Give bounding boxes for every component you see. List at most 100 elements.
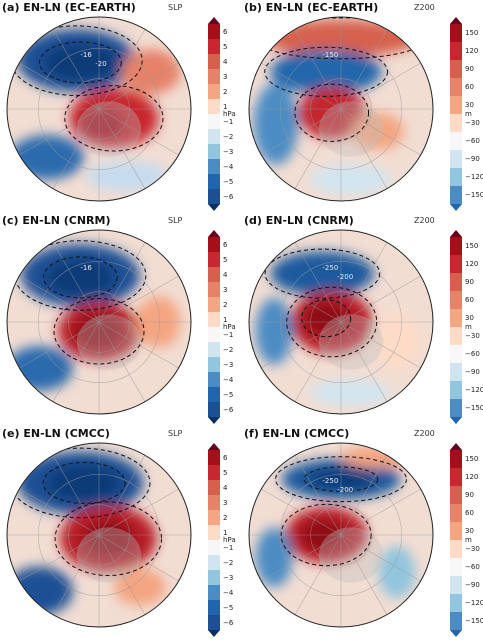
colorbar-segment <box>450 150 462 169</box>
colorbar-segment <box>450 450 462 469</box>
variable-label: SLP <box>168 3 183 12</box>
land-shading <box>76 314 142 370</box>
colorbar-segment <box>208 495 220 511</box>
colorbar-tick-label: −5 <box>223 177 234 186</box>
colorbar-tick-label: 1 <box>223 315 228 324</box>
panel-c: (c) EN-LN (CNRM) SLP -16 6 5 4 3 2 1 −1 −2 −3 −4 −5… <box>0 213 241 426</box>
colorbar-tick-label: −60 <box>465 350 480 358</box>
panel-e: (e) EN-LN (CMCC) SLP 6 5 4 3 2 1 −1 −2 −3 −4 −5 −6 h… <box>0 426 241 639</box>
colorbar-tick-label: 4 <box>223 270 228 279</box>
variable-label: Z200 <box>414 3 435 12</box>
colorbar <box>450 230 462 424</box>
colorbar-tick-label: −2 <box>223 132 234 141</box>
colorbar-tick-label: 3 <box>223 285 228 294</box>
colorbar-extend-bottom <box>450 204 462 211</box>
colorbar-tick-label: 6 <box>223 27 228 36</box>
colorbar-segment <box>450 504 462 523</box>
colorbar-tick-label: 2 <box>223 87 228 96</box>
colorbar-tick-label: −3 <box>223 573 234 582</box>
colorbar-tick-label: −90 <box>465 581 480 589</box>
colorbar-segment <box>208 480 220 496</box>
colorbar-segment <box>450 168 462 187</box>
colorbar-segment <box>208 282 220 298</box>
colorbar-tick-label: −5 <box>223 390 234 399</box>
colorbar-segment <box>450 255 462 274</box>
colorbar-tick-label: −3 <box>223 360 234 369</box>
colorbar-segment <box>450 486 462 505</box>
colorbar-tick-label: −120 <box>465 386 483 394</box>
colorbar-segment <box>450 594 462 613</box>
colorbar-segment <box>208 252 220 268</box>
anomaly-region <box>253 82 299 165</box>
anomaly-region <box>309 379 392 406</box>
colorbar-tick-label: 6 <box>223 453 228 462</box>
colorbar-tick-label: −30 <box>465 119 480 127</box>
colorbar-unit: m <box>465 110 472 118</box>
colorbar-tick-label: 6 <box>223 240 228 249</box>
contour-label: -16 <box>80 264 92 272</box>
colorbar-tick-label: −90 <box>465 155 480 163</box>
colorbar-segment <box>450 186 462 205</box>
panel-b: (b) EN-LN (EC-EARTH) Z200 -150 150 120 90 60… <box>242 0 483 213</box>
contour-lines <box>10 25 164 152</box>
variable-label: SLP <box>168 429 183 438</box>
map-border <box>6 229 192 415</box>
colorbar-segment <box>208 297 220 313</box>
anomaly-region <box>46 464 122 502</box>
colorbar-segment <box>450 522 462 541</box>
anomaly-region <box>255 297 293 365</box>
colorbar <box>208 230 220 424</box>
colorbar-tick-label: −30 <box>465 545 480 553</box>
colorbar-segment <box>208 174 220 190</box>
colorbar-segment <box>208 555 220 571</box>
colorbar-segment <box>208 99 220 115</box>
colorbar-tick-label: −4 <box>223 162 234 171</box>
colorbar-segment <box>208 525 220 541</box>
colorbar <box>208 17 220 211</box>
colorbar-tick-label: −2 <box>223 345 234 354</box>
colorbar-segment <box>450 132 462 151</box>
graticule <box>249 17 433 201</box>
colorbar-segment <box>208 585 220 601</box>
colorbar-tick-label: −1 <box>223 117 234 126</box>
anomaly-region <box>80 107 126 141</box>
polar-map: -16 <box>6 229 192 415</box>
colorbar-tick-label: 2 <box>223 513 228 522</box>
colorbar-segment <box>450 363 462 382</box>
colorbar-tick-label: 120 <box>465 473 479 481</box>
colorbar-extend-bottom <box>450 417 462 424</box>
panel-a: (a) EN-LN (EC-EARTH) SLP -16 -20 6 5 4 3 2 1 −1 −… <box>0 0 241 213</box>
colorbar-segment <box>450 612 462 631</box>
colorbar-tick-label: 5 <box>223 468 228 477</box>
anomaly-region <box>374 310 420 371</box>
colorbar-tick-label: −150 <box>465 617 483 625</box>
panel-title: (c) EN-LN (CNRM) <box>2 214 111 227</box>
colorbar-segment <box>208 114 220 130</box>
colorbar <box>450 443 462 637</box>
anomaly-region <box>352 112 405 150</box>
colorbar-tick-label: −2 <box>223 558 234 567</box>
colorbar-tick-label: −5 <box>223 603 234 612</box>
graticule <box>249 443 433 627</box>
colorbar-tick-label: 60 <box>465 509 474 517</box>
colorbar-segment <box>450 78 462 97</box>
colorbar-extend-top <box>450 443 462 450</box>
map-border <box>248 16 434 202</box>
anomaly-region <box>255 527 293 588</box>
colorbar-tick-label: −4 <box>223 588 234 597</box>
contour-label: -200 <box>337 273 353 281</box>
colorbar-tick-label: −6 <box>223 618 234 627</box>
polar-map: -250-200 <box>248 442 434 628</box>
land-shading <box>318 314 384 370</box>
colorbar-tick-label: −120 <box>465 599 483 607</box>
colorbar-segment <box>208 327 220 343</box>
map-border <box>6 442 192 628</box>
colorbar-segment <box>208 144 220 160</box>
colorbar-tick-label: 60 <box>465 296 474 304</box>
colorbar-unit: hPa <box>223 110 236 118</box>
colorbar-segment <box>450 381 462 400</box>
anomaly-region <box>341 445 416 469</box>
colorbar-segment <box>208 357 220 373</box>
colorbar-segment <box>208 372 220 388</box>
colorbar-segment <box>450 468 462 487</box>
